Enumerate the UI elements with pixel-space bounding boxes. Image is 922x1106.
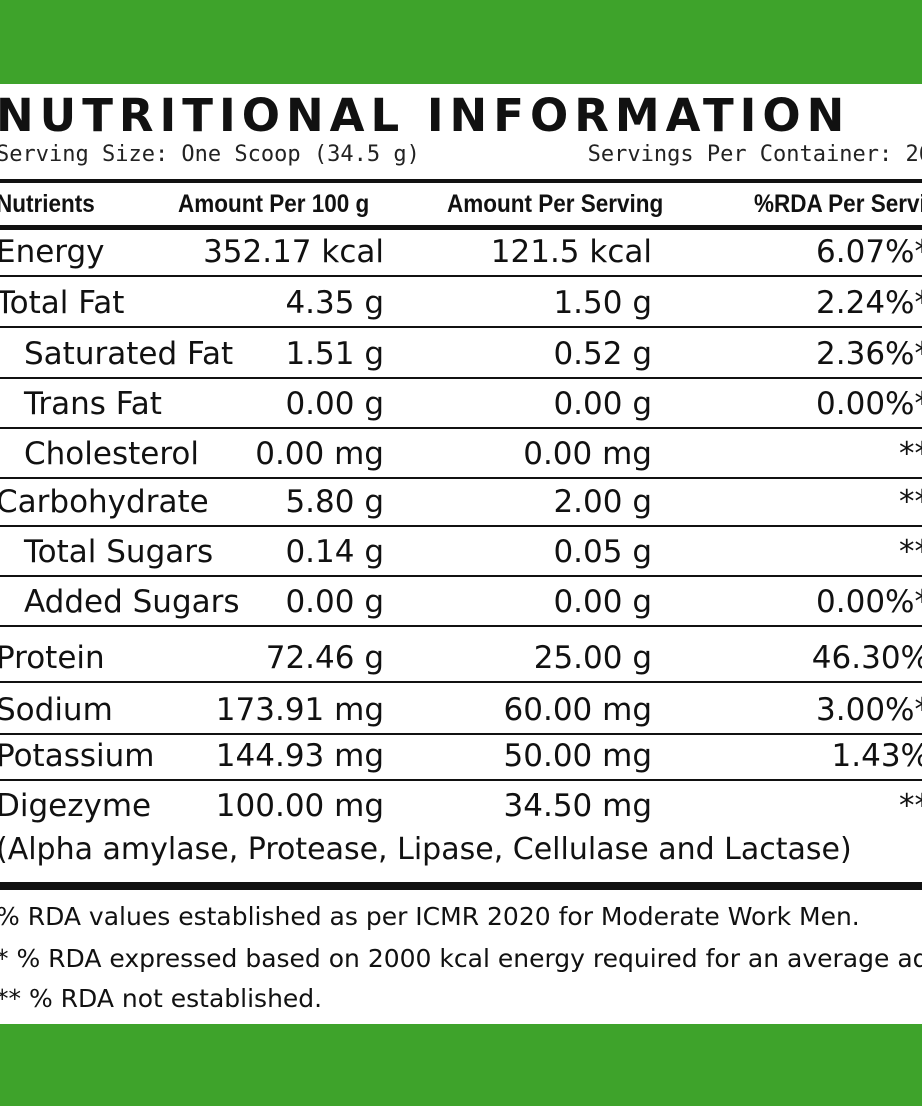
amount-per-serving: 2.00 g: [553, 484, 652, 520]
nutrient-name: Sodium: [0, 692, 113, 728]
row-divider: [0, 779, 922, 781]
table-row: Total Sugars 0.14 g 0.05 g **: [0, 526, 922, 576]
amount-per-100g: 0.00 mg: [255, 436, 384, 472]
table-row: Saturated Fat 1.51 g 0.52 g 2.36%*: [0, 327, 922, 378]
nutrient-name: Potassium: [0, 738, 155, 774]
rda-per-serving: 46.30%: [811, 640, 922, 676]
amount-per-serving: 34.50 mg: [503, 788, 652, 824]
column-header-nutrients: Nutrients: [0, 190, 95, 218]
amount-per-serving: 121.5 kcal: [490, 234, 652, 270]
rda-per-serving: 3.00%*: [816, 692, 922, 728]
nutrient-name: Trans Fat: [24, 386, 162, 422]
amount-per-100g: 72.46 g: [265, 640, 384, 676]
amount-per-serving: 0.00 mg: [523, 436, 652, 472]
rda-per-serving: **: [899, 534, 922, 570]
amount-per-100g: 144.93 mg: [215, 738, 384, 774]
nutrient-name: Added Sugars: [24, 584, 240, 620]
rda-per-serving: **: [899, 788, 922, 824]
table-row: Trans Fat 0.00 g 0.00 g 0.00%*: [0, 378, 922, 428]
amount-per-serving: 0.00 g: [553, 584, 652, 620]
rda-per-serving: 1.43%: [831, 738, 922, 774]
nutrient-name: Total Sugars: [24, 534, 214, 570]
rda-per-serving: **: [899, 484, 922, 520]
table-row: Total Fat 4.35 g 1.50 g 2.24%*: [0, 276, 922, 327]
row-divider: [0, 733, 922, 735]
rda-per-serving: 2.24%*: [816, 285, 922, 321]
column-header-rda: %RDA Per Serving: [754, 190, 922, 218]
rda-per-serving: 0.00%*: [816, 386, 922, 422]
nutrient-name: Energy: [0, 234, 105, 270]
amount-per-serving: 1.50 g: [553, 285, 652, 321]
nutrient-name: Protein: [0, 640, 105, 676]
row-divider: [0, 477, 922, 479]
footnote-1: % RDA values established as per ICMR 202…: [0, 902, 860, 931]
servings-per-container: Servings Per Container: 26: [587, 142, 922, 167]
table-row: Potassium 144.93 mg 50.00 mg 1.43%: [0, 734, 922, 780]
amount-per-serving: 50.00 mg: [503, 738, 652, 774]
row-divider: [0, 625, 922, 627]
table-row: Energy 352.17 kcal 121.5 kcal 6.07%*: [0, 230, 922, 276]
amount-per-100g: 0.00 g: [285, 584, 384, 620]
column-header-per-100g: Amount Per 100 g: [178, 190, 370, 218]
amount-per-100g: 0.14 g: [285, 534, 384, 570]
header-bottom-rule: [0, 225, 922, 230]
footnote-2: * % RDA expressed based on 2000 kcal ene…: [0, 944, 922, 973]
amount-per-100g: 4.35 g: [285, 285, 384, 321]
row-divider: [0, 575, 922, 577]
column-header-per-serving: Amount Per Serving: [447, 190, 664, 218]
table-row: Protein 72.46 g 25.00 g 46.30%: [0, 626, 922, 682]
nutrient-name: Total Fat: [0, 285, 125, 321]
nutrition-panel: NUTRITIONAL INFORMATION Serving Size: On…: [0, 84, 922, 1024]
ingredients-note: (Alpha amylase, Protease, Lipase, Cellul…: [0, 832, 852, 867]
rda-per-serving: 0.00%*: [816, 584, 922, 620]
row-divider: [0, 275, 922, 277]
amount-per-100g: 173.91 mg: [215, 692, 384, 728]
row-divider: [0, 681, 922, 683]
footnote-3: ** % RDA not established.: [0, 984, 323, 1013]
rda-per-serving: **: [899, 436, 922, 472]
table-row: Digezyme 100.00 mg 34.50 mg **: [0, 780, 922, 830]
amount-per-100g: 1.51 g: [285, 336, 384, 372]
row-divider: [0, 427, 922, 429]
table-row: Carbohydrate 5.80 g 2.00 g **: [0, 478, 922, 526]
amount-per-serving: 0.52 g: [553, 336, 652, 372]
amount-per-serving: 25.00 g: [533, 640, 652, 676]
row-divider: [0, 525, 922, 527]
rda-per-serving: 2.36%*: [816, 336, 922, 372]
table-row: Sodium 173.91 mg 60.00 mg 3.00%*: [0, 682, 922, 734]
nutrient-name: Carbohydrate: [0, 484, 209, 520]
header-top-rule: [0, 179, 922, 183]
amount-per-serving: 0.00 g: [553, 386, 652, 422]
footer-thick-rule: [0, 882, 922, 890]
row-divider: [0, 326, 922, 328]
panel-title: NUTRITIONAL INFORMATION: [0, 89, 851, 142]
amount-per-serving: 0.05 g: [553, 534, 652, 570]
serving-size: Serving Size: One Scoop (34.5 g): [0, 142, 420, 167]
table-row: Cholesterol 0.00 mg 0.00 mg **: [0, 428, 922, 478]
nutrient-name: Saturated Fat: [24, 336, 234, 372]
nutrient-name: Digezyme: [0, 788, 152, 824]
amount-per-100g: 0.00 g: [285, 386, 384, 422]
amount-per-100g: 5.80 g: [285, 484, 384, 520]
amount-per-serving: 60.00 mg: [503, 692, 652, 728]
nutrient-name: Cholesterol: [24, 436, 199, 472]
row-divider: [0, 377, 922, 379]
amount-per-100g: 352.17 kcal: [203, 234, 384, 270]
rda-per-serving: 6.07%*: [816, 234, 922, 270]
amount-per-100g: 100.00 mg: [215, 788, 384, 824]
table-row: Added Sugars 0.00 g 0.00 g 0.00%*: [0, 576, 922, 626]
